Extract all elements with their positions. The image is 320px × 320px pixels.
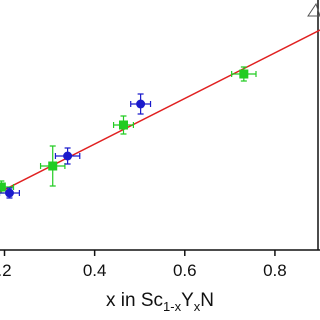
- fit-line: [0, 29, 320, 193]
- x-tick-label: 0.6: [173, 261, 197, 280]
- x-tick-label: 0.4: [83, 261, 107, 280]
- point: [0, 182, 6, 192]
- point: [118, 120, 128, 130]
- point: [48, 161, 58, 171]
- x-label-part: N: [200, 290, 214, 311]
- x-label-sub: x: [194, 299, 201, 314]
- point: [136, 99, 146, 109]
- x-tick-label: 0.8: [263, 261, 287, 280]
- x-tick-label: .2: [0, 261, 12, 280]
- x-axis-label: x in Sc1-xYxN: [106, 290, 214, 314]
- x-label-sub: 1-x: [163, 299, 182, 314]
- point: [63, 151, 73, 161]
- legend-marker: [307, 2, 320, 17]
- point: [239, 69, 249, 79]
- x-label-part: x in Sc: [106, 290, 163, 311]
- x-label-part: Y: [181, 290, 194, 311]
- point: [4, 188, 14, 198]
